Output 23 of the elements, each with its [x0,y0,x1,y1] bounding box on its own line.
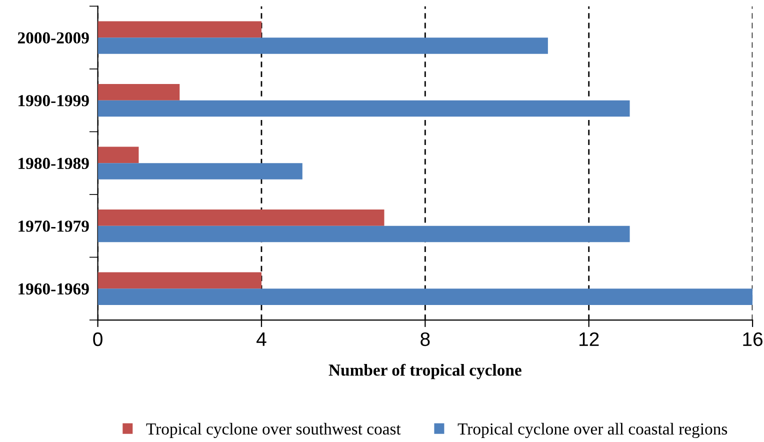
y-tick-label: 1980-1989 [18,158,89,170]
y-tick-label: 1960-1969 [18,283,89,295]
bar [98,288,753,305]
legend-label: Tropical cyclone over southwest coast [146,422,401,438]
bar [98,146,139,164]
x-tick-label: 12 [580,332,599,346]
bar [98,210,384,226]
bar [98,38,548,54]
y-tick-label: 2000-2009 [18,32,89,44]
x-tick-label: 0 [93,332,102,346]
y-tick-label: 1970-1979 [18,220,89,232]
bar [98,272,262,289]
y-tick-label: 1990-1999 [18,95,89,106]
bar [98,226,630,242]
x-axis-title: Number of tropical cyclone [328,364,522,380]
bar [98,21,262,38]
x-tick-label: 8 [420,332,430,346]
legend-label: Tropical cyclone over all coastal regions [458,422,728,438]
bar [98,163,302,180]
x-tick-label: 16 [743,332,762,346]
bar [98,100,630,117]
x-tick-label: 4 [256,332,266,346]
bar [98,84,180,100]
